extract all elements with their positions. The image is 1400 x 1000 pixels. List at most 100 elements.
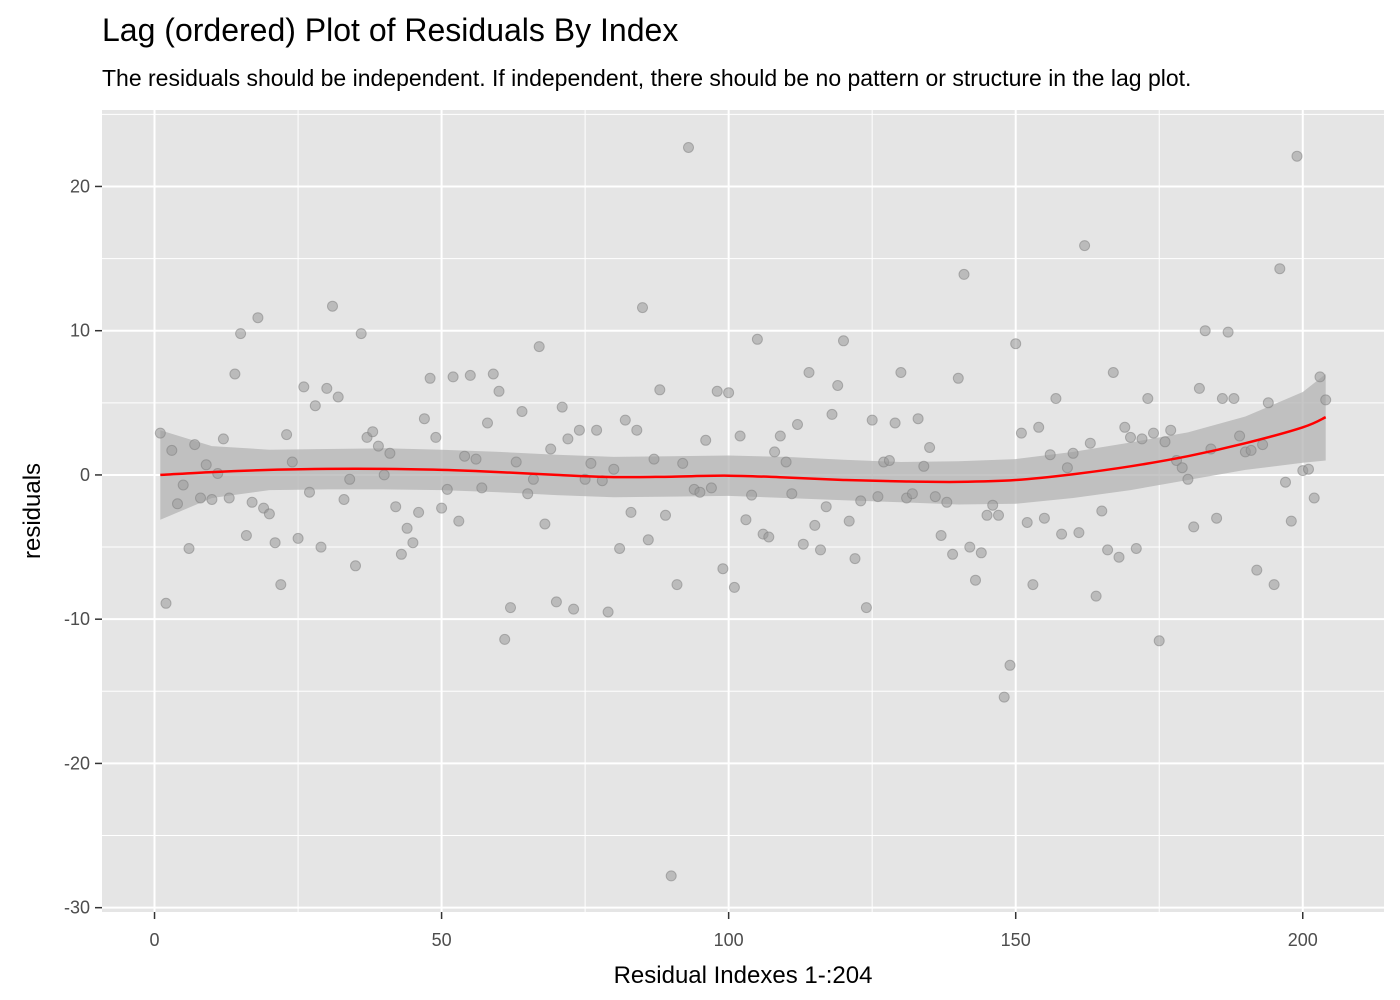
residual-point [952,372,964,384]
y-tick-label: 0 [80,465,90,485]
residual-point [1079,240,1091,252]
residual-point [441,483,453,495]
residual-point [883,455,895,466]
chart-title: Lag (ordered) Plot of Residuals By Index [102,12,679,48]
residual-point [482,417,493,429]
residual-point [780,456,792,468]
residual-point [275,579,287,591]
residual-point [390,501,402,513]
residual-point [384,447,396,459]
residual-point [941,496,953,508]
residual-point [286,456,298,468]
residual-point [866,414,878,426]
residual-point [229,368,241,380]
residual-point [843,515,855,527]
residual-point [246,496,258,508]
residual-point [1216,393,1228,404]
x-tick-label: 100 [714,930,744,950]
y-tick-label: -30 [64,898,90,918]
residual-point [1222,326,1234,338]
residual-point [981,509,993,521]
residual-point [815,544,826,556]
residual-point [975,547,987,559]
residual-point [493,385,505,397]
residual-point [269,537,281,549]
residual-point [654,384,666,396]
residual-point [820,501,832,513]
residual-point [350,560,361,572]
residual-point [459,450,471,462]
residual-point [958,268,970,280]
residual-point [522,488,534,500]
residual-point [223,492,235,504]
residual-point [1102,544,1114,556]
residual-point [1303,463,1314,475]
residual-point [1067,447,1079,459]
residual-point [447,371,459,383]
residual-point [826,408,838,420]
residual-point [648,453,660,465]
residual-point [298,381,310,393]
y-tick-label: -20 [64,753,90,773]
residual-point [430,431,442,443]
residual-point [895,367,907,378]
residual-point [637,302,648,314]
residual-point [751,333,763,345]
x-tick-label: 50 [432,930,452,950]
residual-point [217,433,229,445]
residual-point [1234,430,1246,442]
residual-point [929,491,941,503]
residual-point [338,494,350,505]
residual-point [332,391,344,403]
residual-point [711,385,723,397]
residual-point [436,502,448,514]
residual-point [160,597,172,609]
residual-point [1153,635,1165,647]
residual-point [367,426,379,438]
residual-point [1044,449,1056,461]
residual-point [1148,427,1159,439]
y-axis-title: residuals [19,463,46,559]
residual-point [573,424,585,436]
residual-point [832,380,844,391]
residual-point [516,406,528,417]
residual-point [154,427,166,439]
residual-point [769,446,781,458]
residual-point [912,413,924,425]
residual-point [906,488,918,500]
residual-point [660,509,671,521]
x-tick-label: 150 [1001,930,1031,950]
residual-point [740,514,752,526]
residual-point [189,439,201,451]
residual-point [642,534,654,546]
residual-point [539,518,551,530]
residual-point [1015,427,1027,439]
residual-point [487,368,499,380]
residual-point [855,495,867,507]
residual-point [809,519,821,531]
residual-point [1038,512,1050,524]
residual-point [562,433,574,445]
residual-point [1199,325,1211,337]
residual-point [545,443,557,455]
x-axis-ticks: 0 50 100 150 200 [150,912,1318,950]
y-tick-label: 20 [70,176,90,196]
residual-point [1257,439,1269,451]
residual-point [235,328,247,340]
residual-point [453,515,465,527]
residual-point [510,456,522,468]
residual-point [987,499,999,511]
residual-point [683,142,694,153]
y-tick-label: 10 [70,321,90,341]
residual-point [1159,436,1171,448]
residual-point [1228,393,1240,404]
residual-point [315,541,327,553]
residual-point [1251,564,1263,576]
residual-point [700,434,712,446]
residual-point [734,430,746,442]
smooth-line [160,416,1327,484]
residual-point [200,459,212,471]
residual-point [568,603,580,615]
residual-point [533,341,545,353]
